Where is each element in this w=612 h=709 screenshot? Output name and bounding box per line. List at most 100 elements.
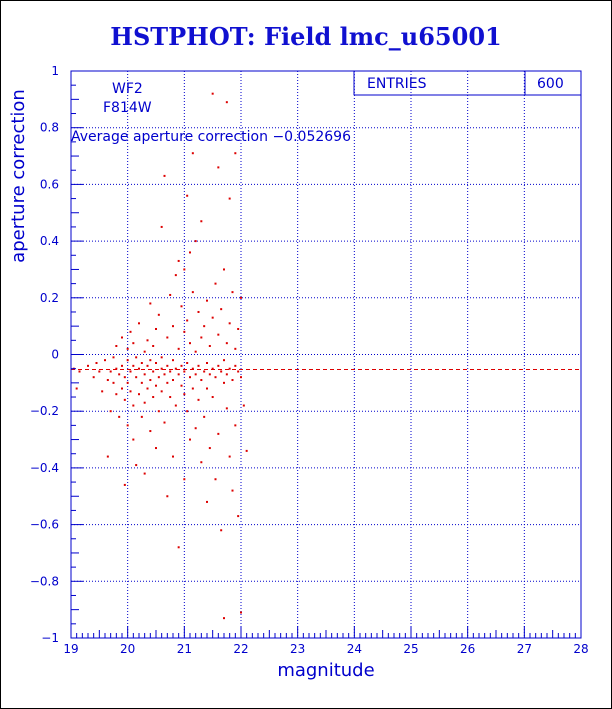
scatter-point [225, 373, 228, 376]
scatter-point [115, 367, 118, 370]
scatter-point [115, 393, 118, 396]
scatter-point [132, 404, 135, 407]
scatter-point [234, 152, 237, 155]
scatter-point [109, 410, 112, 413]
scatter-point [169, 293, 172, 296]
scatter-point [223, 381, 225, 384]
y-tick-label: 0 [51, 348, 59, 362]
x-tick-label: 28 [573, 642, 588, 656]
scatter-point [208, 373, 211, 376]
scatter-point [228, 367, 231, 370]
data-points [72, 92, 248, 620]
scatter-point [146, 339, 149, 342]
scatter-point [140, 362, 143, 365]
scatter-point [143, 350, 146, 353]
scatter-point [183, 268, 186, 271]
scatter-point [206, 299, 208, 302]
scatter-point [149, 430, 152, 433]
x-tick-label: 19 [63, 642, 78, 656]
scatter-point [92, 376, 95, 379]
scatter-point [140, 381, 143, 384]
scatter-point [208, 447, 211, 450]
scatter-point [123, 376, 126, 379]
scatter-point [177, 546, 180, 549]
scatter-point [146, 364, 149, 367]
scatter-point [163, 174, 166, 177]
scatter-point [112, 356, 115, 359]
scatter-point [180, 364, 183, 367]
y-tick-label: 0.4 [40, 234, 59, 248]
scatter-point [206, 362, 208, 365]
scatter-point [115, 344, 118, 347]
scatter-point [214, 282, 217, 285]
scatter-point [234, 424, 237, 427]
scatter-point [234, 364, 237, 367]
scatter-point [98, 370, 101, 373]
scatter-point [191, 367, 194, 370]
y-tick-label: 1 [51, 64, 59, 78]
scatter-point [106, 455, 109, 458]
scatter-point [223, 359, 225, 362]
scatter-point [143, 373, 146, 376]
scatter-point [206, 387, 208, 390]
scatter-point [126, 424, 129, 427]
scatter-point [231, 489, 234, 492]
scatter-point [174, 274, 177, 277]
y-tick-label: −0.8 [30, 574, 59, 588]
scatter-point [211, 92, 214, 95]
scatter-point [146, 387, 149, 390]
scatter-point [245, 449, 248, 452]
scatter-point [135, 356, 138, 359]
scatter-point [172, 359, 174, 362]
scatter-point [138, 367, 140, 370]
scatter-point [200, 461, 203, 464]
x-axis-title: magnitude [277, 660, 374, 681]
scatter-point [166, 495, 169, 498]
scatter-point [217, 432, 220, 435]
scatter-point [191, 152, 194, 155]
scatter-point [135, 464, 138, 467]
scatter-point [126, 347, 129, 350]
x-tick-label: 20 [120, 642, 135, 656]
scatter-point [220, 370, 223, 373]
stats-entries-value: 600 [537, 76, 564, 92]
y-tick-label: 0.6 [40, 177, 59, 191]
scatter-point [237, 515, 240, 518]
scatter-point [75, 387, 78, 390]
scatter-point [135, 376, 138, 379]
scatter-point [129, 330, 132, 333]
scatter-point [220, 529, 223, 532]
scatter-point [157, 410, 160, 413]
x-tick-label: 27 [517, 642, 532, 656]
scatter-point [183, 478, 186, 481]
scatter-point [186, 319, 189, 322]
scatter-point [180, 384, 183, 387]
y-tick-label: −0.2 [30, 404, 59, 418]
scatter-point [223, 617, 225, 620]
scatter-point [160, 390, 163, 393]
scatter-point [157, 376, 160, 379]
scatter-point [155, 327, 157, 330]
scatter-point [191, 291, 194, 294]
scatter-point [132, 364, 135, 367]
scatter-point [186, 194, 189, 197]
scatter-point [166, 381, 169, 384]
scatter-point [174, 404, 177, 407]
scatter-point [78, 370, 81, 373]
scatter-point [152, 370, 155, 373]
scatter-point [203, 370, 206, 373]
scatter-point [211, 396, 214, 399]
scatter-point [225, 407, 228, 410]
scatter-point [183, 330, 186, 333]
scatter-point [172, 379, 174, 382]
scatter-point [189, 342, 191, 345]
scatter-point [121, 364, 123, 367]
scatter-point [197, 310, 200, 313]
scatter-point [200, 336, 203, 339]
scatter-point [87, 364, 89, 367]
scatter-point [166, 336, 169, 339]
scatter-point [240, 376, 242, 379]
scatter-point [169, 370, 172, 373]
scatter-point [152, 396, 155, 399]
scatter-point [189, 438, 191, 441]
